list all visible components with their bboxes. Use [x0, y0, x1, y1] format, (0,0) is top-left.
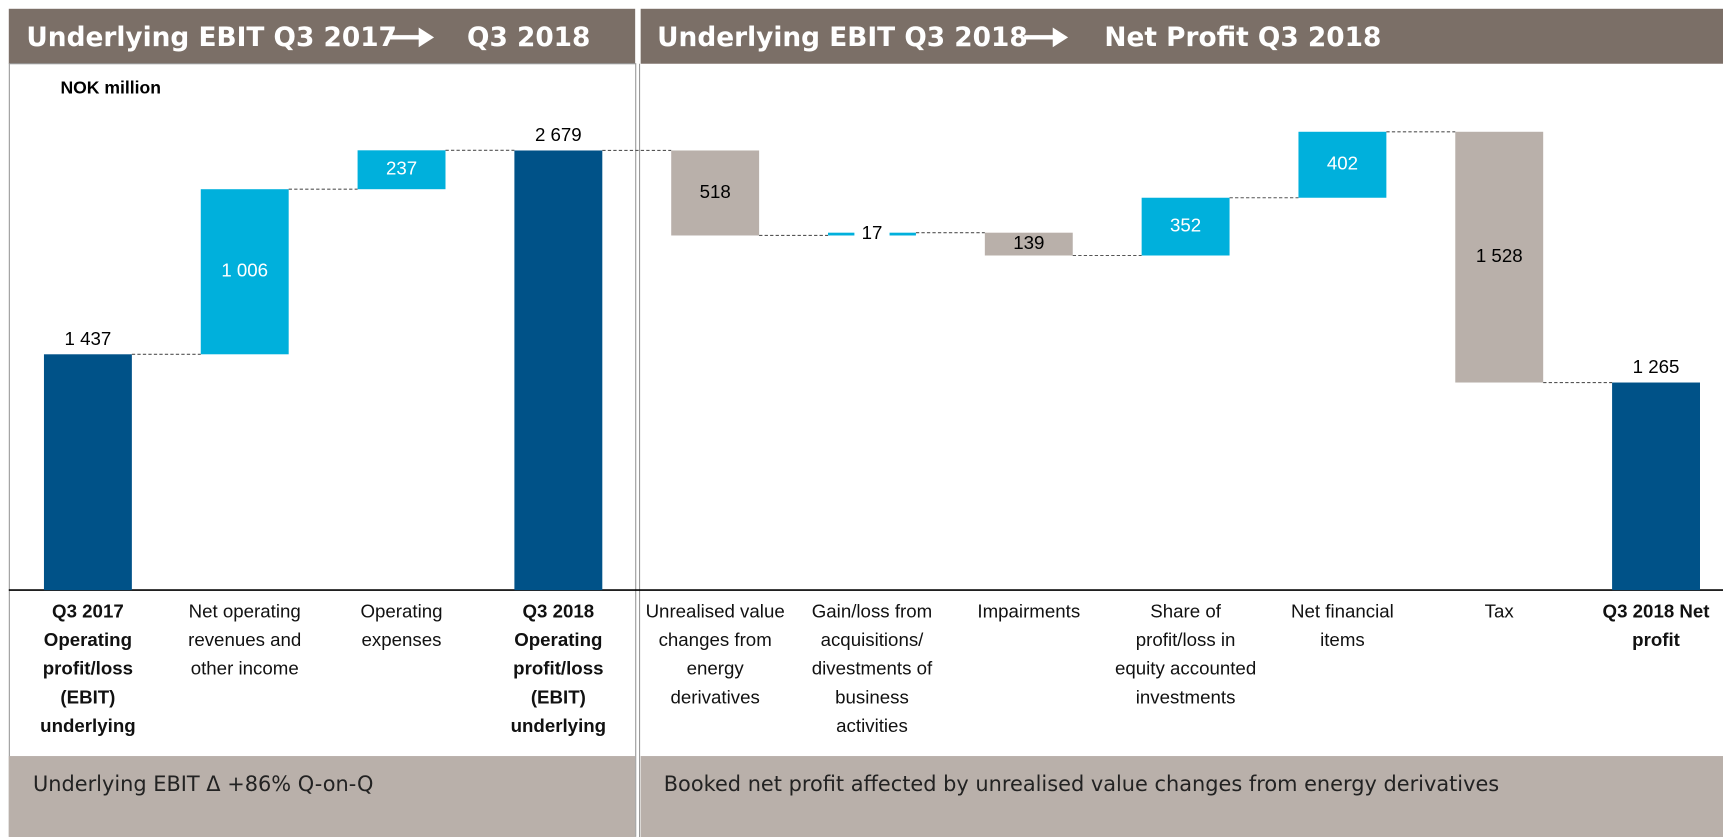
value-label: 2 679 — [535, 124, 582, 145]
value-label: 17 — [862, 222, 883, 243]
bar — [1141, 197, 1230, 256]
value-label: 352 — [1170, 215, 1201, 236]
bar — [671, 150, 760, 236]
bar — [357, 150, 446, 190]
header-title: Q3 2018 — [467, 21, 591, 53]
category-label: Net financial items — [1291, 601, 1394, 651]
header-title: Underlying EBIT Q3 2018 — [657, 21, 1028, 53]
arrow — [1024, 27, 1069, 48]
bar — [1455, 131, 1544, 383]
value-label: 1 006 — [221, 260, 268, 281]
category-label: Q3 2018 Operating profit/loss (EBIT) und… — [510, 601, 607, 737]
category-label: Net operating revenues and other income — [188, 601, 302, 680]
footer-bar — [8, 756, 636, 837]
value-label: 1 437 — [65, 328, 112, 349]
unit-label: NOK million — [60, 78, 161, 98]
value-label: 237 — [386, 158, 417, 179]
label-backdrop — [854, 223, 890, 246]
bar — [200, 189, 289, 355]
footer-bar — [640, 756, 1723, 837]
header-title: Net Profit Q3 2018 — [1104, 21, 1382, 53]
value-label: 402 — [1327, 153, 1358, 174]
category-label: Unrealised value changes from energy der… — [645, 601, 785, 708]
header-bar — [8, 8, 636, 64]
arrow — [390, 27, 435, 48]
footer-text: Booked net profit affected by unrealised… — [663, 772, 1500, 797]
category-label: Impairments — [977, 601, 1081, 622]
value-label: 1 528 — [1476, 245, 1523, 266]
bar — [43, 354, 132, 591]
bar — [514, 150, 603, 591]
category-label: Tax — [1484, 601, 1514, 622]
bar — [1298, 131, 1387, 198]
bar — [1612, 382, 1700, 591]
category-label: Share of profit/loss in equity accounted… — [1114, 601, 1257, 708]
category-label: Operating expenses — [360, 601, 443, 651]
footer-text: Underlying EBIT Δ +86% Q-on-Q — [32, 772, 374, 797]
bar — [984, 232, 1073, 256]
category-label: Gain/loss from acquisitions/ divestments… — [811, 601, 933, 737]
category-label: Q3 2018 Net profit — [1602, 601, 1710, 651]
header-title: Underlying EBIT Q3 2017 — [26, 21, 397, 53]
category-label: Q3 2017 Operating profit/loss (EBIT) und… — [40, 601, 136, 737]
value-label: 518 — [700, 181, 731, 202]
value-label: 139 — [1013, 232, 1044, 253]
value-label: 1 265 — [1633, 356, 1680, 377]
header-bar — [640, 8, 1723, 64]
